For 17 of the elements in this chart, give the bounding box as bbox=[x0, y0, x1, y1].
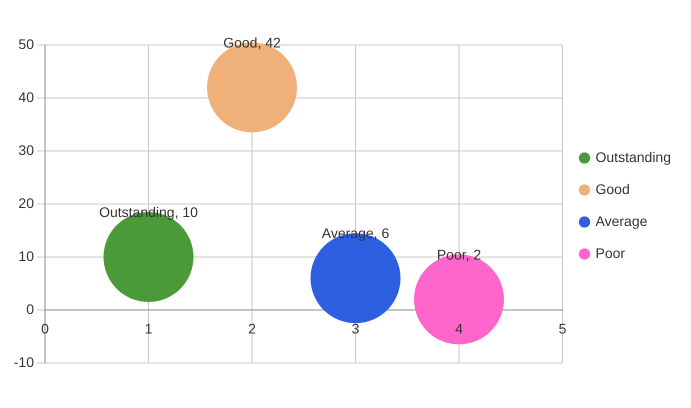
legend-label: Outstanding bbox=[596, 148, 672, 165]
x-tick-label: 5 bbox=[558, 320, 567, 336]
x-tick-label: 3 bbox=[352, 320, 360, 336]
y-tick-label: -10 bbox=[14, 354, 34, 370]
y-tick-label: 20 bbox=[18, 194, 34, 211]
legend-label: Good bbox=[596, 180, 630, 197]
legend-label: Average bbox=[596, 212, 648, 229]
x-tick-label: 2 bbox=[248, 320, 256, 336]
x-tick-label: 4 bbox=[455, 320, 464, 336]
y-tick-label: 0 bbox=[26, 300, 34, 317]
y-tick-label: 10 bbox=[18, 248, 34, 264]
x-tick-label: 1 bbox=[144, 320, 153, 336]
y-tick-label: 40 bbox=[18, 88, 34, 105]
data-label: Outstanding, 10 bbox=[99, 204, 198, 220]
legend-label: Poor bbox=[596, 244, 626, 261]
y-tick-label: 50 bbox=[18, 36, 34, 52]
y-tick-label: 30 bbox=[18, 142, 34, 158]
